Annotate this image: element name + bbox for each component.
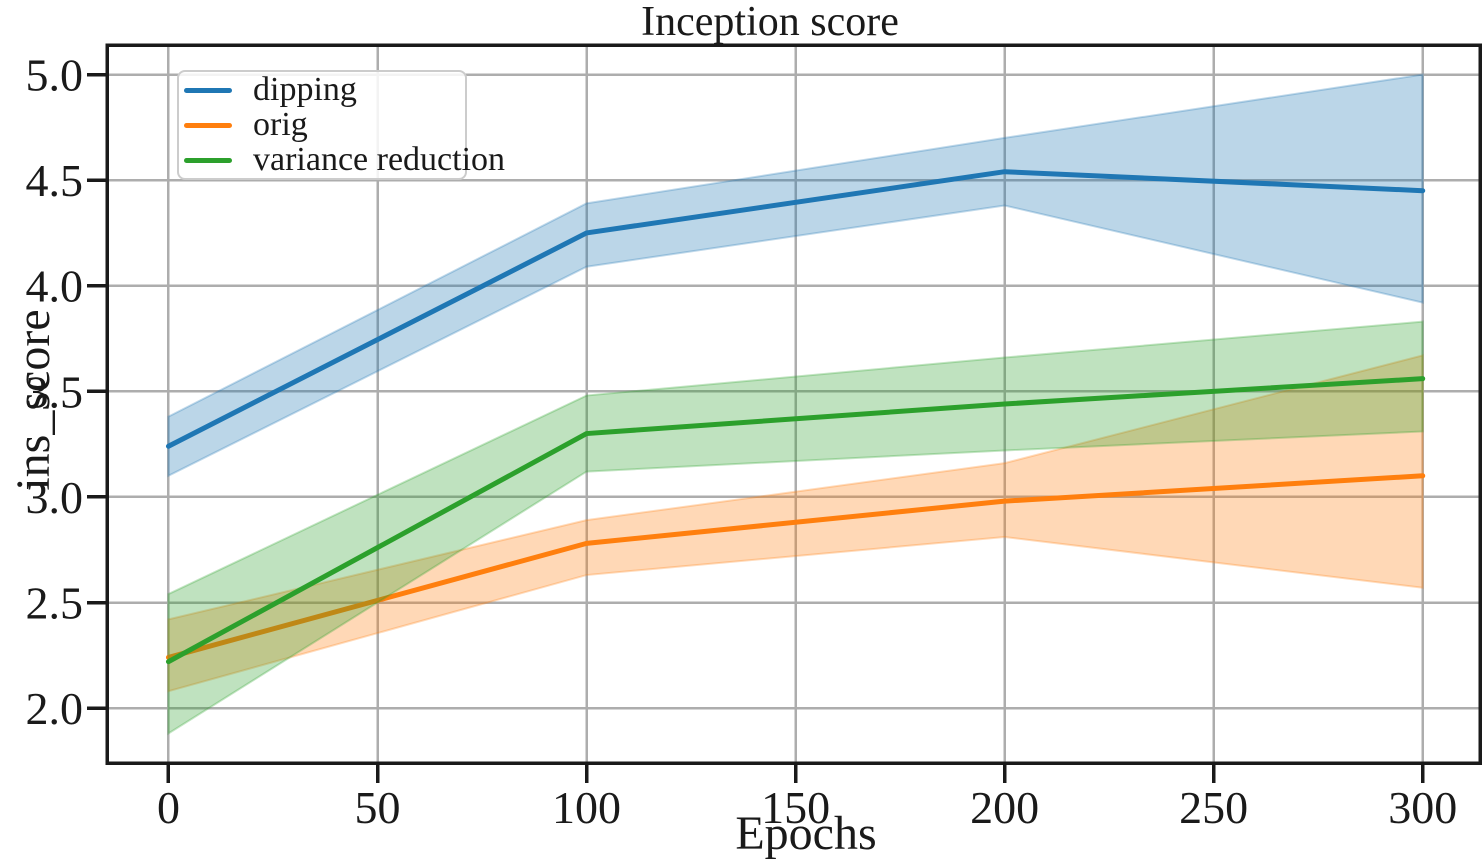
- x-tick-label-0: 0: [157, 782, 180, 833]
- x-axis-label: Epochs: [735, 807, 877, 860]
- legend-swatch-orig: [184, 122, 232, 128]
- y-tick-label-4.5: 4.5: [26, 155, 84, 206]
- legend-label-variance-reduction: variance reduction: [253, 141, 506, 178]
- legend-label-orig: orig: [253, 106, 308, 143]
- chart-title: Inception score: [641, 0, 899, 45]
- axes-spines: [105, 43, 1482, 765]
- x-tick-label-250: 250: [1179, 782, 1248, 833]
- legend-label-dipping: dipping: [253, 71, 357, 108]
- y-tick-label-2.5: 2.5: [26, 578, 84, 629]
- x-tick-label-200: 200: [970, 782, 1039, 833]
- x-tick-label-150: 150: [761, 782, 830, 833]
- series-line-orig: [165, 473, 1426, 660]
- y-tick-label-4.0: 4.0: [26, 261, 84, 312]
- confidence-band-variance-reduction: [167, 320, 1424, 736]
- legend: dipping orig variance reduction: [177, 70, 505, 180]
- x-tick-label-100: 100: [552, 782, 621, 833]
- y-tick-label-5.0: 5.0: [26, 50, 84, 101]
- y-tick-label-3.5: 3.5: [26, 366, 84, 417]
- series-line-variance-reduction: [165, 376, 1426, 665]
- y-tick-label-3.0: 3.0: [26, 472, 84, 523]
- y-tick-label-2.0: 2.0: [26, 683, 84, 734]
- legend-item-orig: orig: [179, 108, 465, 142]
- legend-item-dipping: dipping: [179, 73, 465, 107]
- legend-item-variance-reduction: variance reduction: [179, 143, 505, 177]
- legend-swatch-variance-reduction: [184, 157, 232, 163]
- x-tick-label-50: 50: [355, 782, 401, 833]
- y-axis-label: ins_score: [7, 309, 60, 491]
- legend-swatch-dipping: [184, 87, 232, 93]
- series-line-dipping: [165, 169, 1426, 449]
- x-tick-label-300: 300: [1388, 782, 1457, 833]
